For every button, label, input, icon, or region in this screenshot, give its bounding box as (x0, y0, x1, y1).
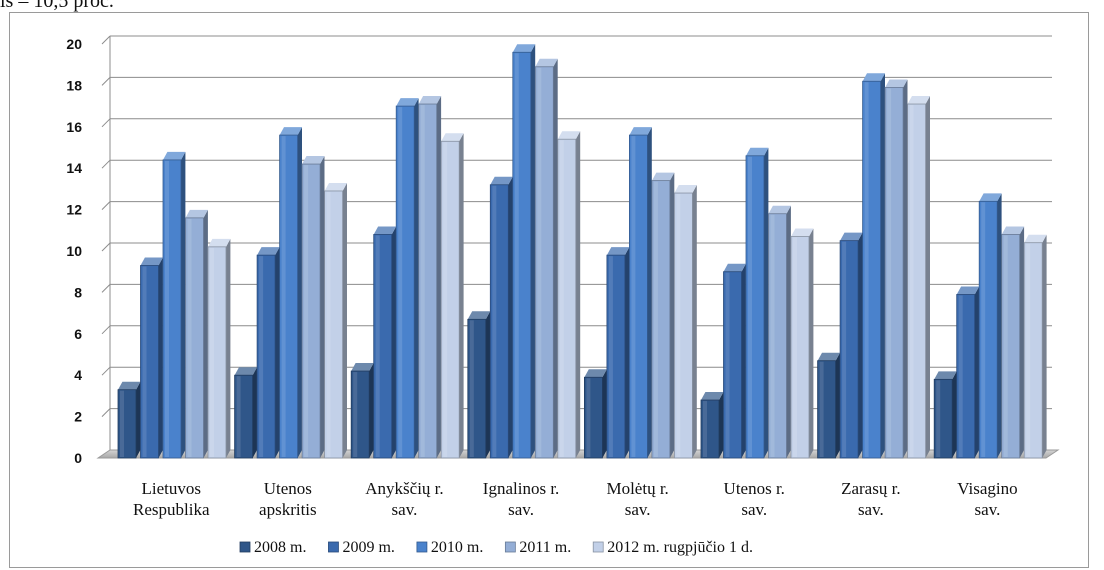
category-label: Utenos r. (724, 479, 785, 498)
bar (1023, 234, 1047, 459)
y-tick-label: 10 (66, 243, 82, 259)
y-tick-label: 14 (66, 160, 82, 176)
bar (207, 238, 231, 459)
y-tick-label: 12 (66, 202, 82, 218)
legend-label: 2010 m. (431, 539, 483, 556)
legend-swatch (328, 541, 339, 553)
category-label: Zarasų r. (841, 479, 900, 498)
bar (584, 369, 607, 459)
bar (723, 263, 746, 459)
legend-swatch (592, 541, 604, 553)
gridline-depth (101, 118, 111, 128)
category-labels: Lietuvos Respublika Utenos apskritis Anykšči… (133, 479, 1018, 519)
bar (907, 96, 930, 459)
bar (350, 363, 374, 459)
bar (512, 44, 536, 459)
bar (978, 193, 1002, 459)
gridline-depth (101, 366, 111, 376)
gridline-depth (101, 242, 111, 252)
bar (956, 286, 980, 459)
bar (884, 79, 908, 459)
gridline-depth (101, 35, 111, 45)
category-label: sav. (625, 500, 651, 519)
legend: 2008 m. 2009 m. 2010 m. 2011 m. 2012 m. rugp… (239, 539, 753, 556)
category-label: Ignalinos r. (483, 479, 560, 498)
y-axis-ticks: 0 2 4 6 8 10 12 14 16 18 20 (66, 36, 82, 466)
y-tick-label: 20 (66, 36, 82, 52)
bar (933, 371, 957, 459)
y-tick-label: 6 (74, 326, 82, 342)
bar (117, 381, 141, 459)
legend-item: 2008 m. (239, 539, 306, 556)
legend-item: 2009 m. (328, 539, 395, 556)
category-label: Lietuvos (142, 479, 202, 498)
bar (256, 247, 280, 459)
bar (162, 151, 186, 459)
bar (839, 232, 863, 459)
legend-swatch (239, 541, 251, 553)
legend-item: 2010 m. (416, 539, 483, 556)
legend-label: 2011 m. (519, 539, 571, 556)
bar (745, 147, 769, 459)
caption-text: is – 10,5 proc. (0, 0, 114, 12)
gridline-depth (101, 325, 111, 335)
y-tick-label: 8 (74, 284, 82, 300)
bar (301, 156, 325, 459)
bar (768, 205, 791, 459)
bars (117, 44, 1047, 459)
bar (418, 96, 442, 459)
legend-item: 2012 m. rugpjūčio 1 d. (592, 539, 753, 556)
gridline-depth (101, 284, 111, 293)
gridline-depth (101, 408, 111, 417)
category-label: sav. (858, 500, 884, 519)
legend-label: 2008 m. (254, 539, 306, 556)
bar (790, 228, 814, 459)
category-label: sav. (508, 500, 534, 519)
bar (606, 247, 630, 459)
bar (185, 209, 208, 459)
gridline-depth (101, 159, 111, 169)
category-label: Molėtų r. (606, 479, 668, 498)
bar (373, 226, 397, 459)
category-label: sav. (392, 500, 418, 519)
category-label: Utenos (264, 479, 312, 498)
bar (395, 98, 419, 459)
bar (440, 133, 464, 459)
y-tick-label: 2 (74, 409, 82, 425)
bar (1001, 226, 1025, 459)
bar (674, 185, 697, 459)
gridline-depth (101, 201, 111, 210)
bar (629, 127, 652, 459)
category-label: apskritis (259, 500, 317, 519)
category-label: sav. (975, 500, 1001, 519)
bar (700, 392, 724, 459)
legend-swatch (416, 541, 428, 553)
bar (557, 131, 581, 459)
bar (467, 311, 491, 459)
y-tick-label: 16 (66, 119, 82, 135)
gridline-depth (101, 77, 111, 86)
bar (234, 367, 257, 459)
bar (279, 127, 302, 459)
bar (862, 73, 885, 459)
category-label: sav. (741, 500, 767, 519)
y-tick-label: 0 (74, 450, 82, 466)
legend-label: 2012 m. rugpjūčio 1 d. (607, 539, 753, 556)
bar (324, 182, 347, 459)
legend-label: 2009 m. (342, 539, 394, 556)
y-tick-label: 18 (66, 77, 82, 93)
bar (651, 172, 675, 459)
category-label: Visagino (957, 479, 1017, 498)
bar (489, 176, 513, 459)
category-label: Anykščių r. (365, 479, 443, 498)
bar (534, 58, 558, 459)
bar (140, 257, 163, 459)
y-tick-label: 4 (74, 367, 82, 383)
legend-swatch (504, 541, 516, 553)
bar (817, 352, 840, 459)
legend-item: 2011 m. (504, 539, 571, 556)
category-label: Respublika (133, 500, 210, 519)
